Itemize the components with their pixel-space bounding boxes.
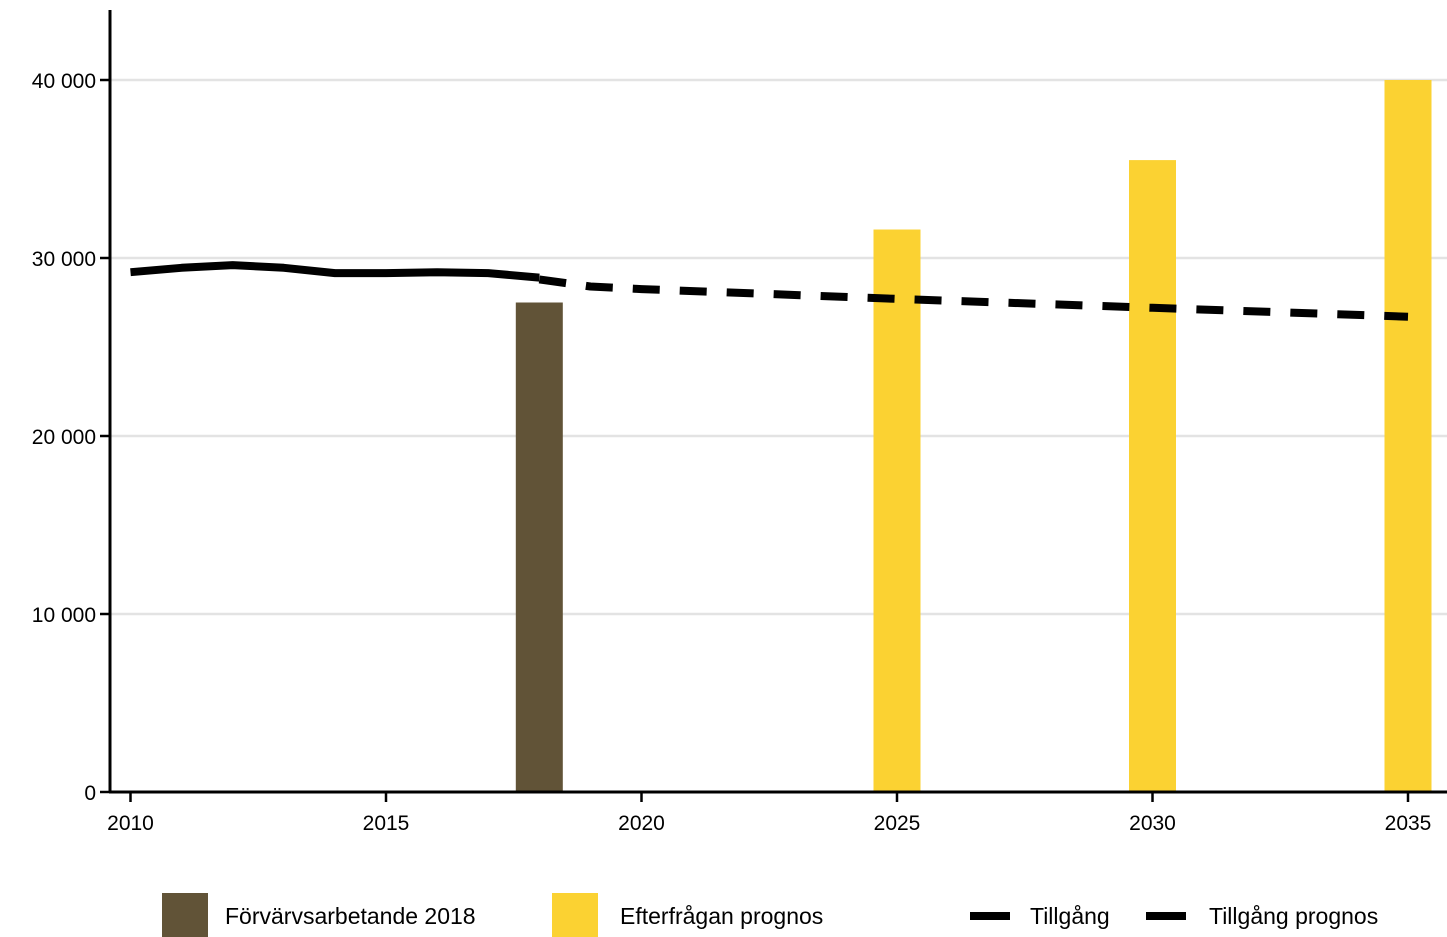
legend-label: Tillgång prognos [1209,903,1378,929]
legend-swatch [162,893,208,937]
lines [130,261,1409,321]
gridlines [110,78,1447,616]
y-tick-label: 20 000 [32,426,96,449]
legend-item: Efterfrågan prognos [552,893,823,937]
x-tick-label: 2030 [1129,812,1176,835]
legend-label: Tillgång [1030,903,1110,929]
x-tick-label: 2015 [363,812,410,835]
x-tick-label: 2025 [874,812,921,835]
x-tick-label: 2035 [1385,812,1432,835]
x-tick-label: 2010 [107,812,154,835]
line-supply-forecast [538,275,1409,321]
axes: 0 10 000 20 000 30 000 40 000 2010 2015 2020 202… [32,10,1447,835]
legend-item: Tillgång prognos [1146,903,1378,929]
y-tick-label: 40 000 [32,70,96,93]
line-supply [130,261,540,282]
legend-item: Förvärvsarbetande 2018 [162,893,476,937]
legend: Förvärvsarbetande 2018 Efterfrågan progno… [162,893,1378,937]
bar-employed-2018 [515,302,563,792]
legend-label: Efterfrågan prognos [620,903,823,929]
y-tick-label: 30 000 [32,248,96,271]
legend-label: Förvärvsarbetande 2018 [225,903,476,929]
y-tick-label: 10 000 [32,604,96,627]
bar-demand-2025 [873,229,921,792]
bars [515,80,1432,793]
y-tick-label: 0 [84,782,96,805]
bar-demand-2030 [1129,160,1176,793]
legend-swatch [552,893,598,937]
legend-item: Tillgång [970,903,1110,929]
bar-demand-2035 [1384,80,1432,792]
x-tick-label: 2020 [618,812,665,835]
